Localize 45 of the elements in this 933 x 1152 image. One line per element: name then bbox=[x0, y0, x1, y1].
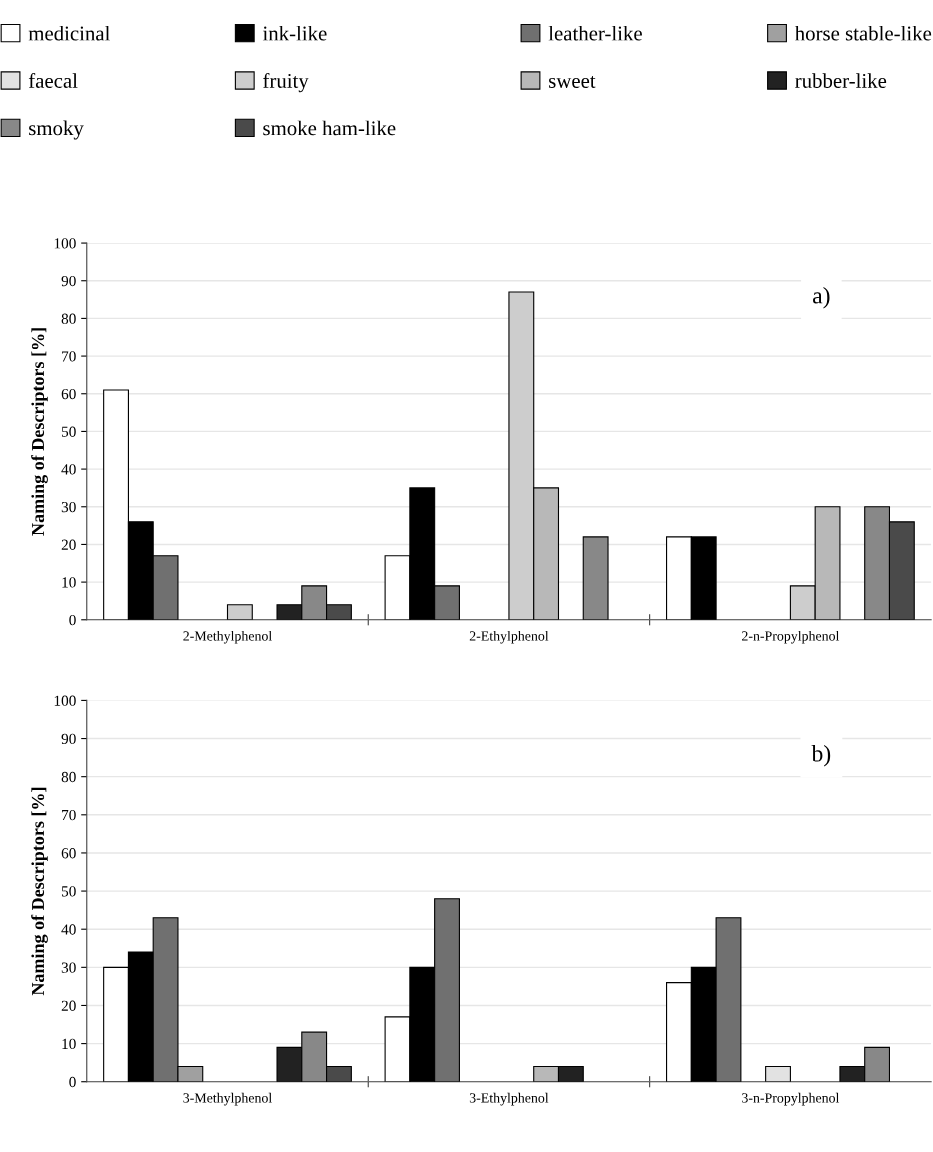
y-tick-label: 30 bbox=[61, 501, 76, 513]
y-tick-label: 70 bbox=[62, 809, 76, 821]
y-tick-label: 40 bbox=[61, 924, 76, 935]
bar bbox=[226, 604, 253, 620]
legend-label: horse stable-like bbox=[794, 25, 932, 41]
legend-label: faecal bbox=[28, 73, 78, 88]
y-tick-label: 20 bbox=[61, 1000, 76, 1011]
x-tick-label: 3-n-Propylphenol bbox=[742, 1092, 840, 1106]
x-tick-label: 3-Methylphenol bbox=[183, 1092, 272, 1106]
y-tick-label: 100 bbox=[54, 238, 76, 249]
y-tick-label: 70 bbox=[62, 351, 76, 362]
legend-label: smoky bbox=[29, 120, 84, 140]
legend-label: rubber-like bbox=[795, 73, 887, 88]
bar bbox=[765, 1065, 791, 1082]
y-tick-label: 60 bbox=[61, 388, 76, 400]
y-tick-label: 30 bbox=[61, 962, 76, 973]
legend-label: medicinal bbox=[28, 25, 110, 41]
y-axis-title: Naming of Descriptors [%] bbox=[31, 787, 48, 996]
annotation: b) bbox=[811, 745, 831, 767]
y-tick-label: 40 bbox=[61, 464, 76, 475]
legend-label: ink-like bbox=[262, 25, 327, 41]
y-tick-label: 50 bbox=[61, 886, 76, 897]
y-tick-label: 80 bbox=[61, 771, 76, 783]
x-tick-label: 2-Methylphenol bbox=[183, 630, 272, 644]
y-tick-label: 0 bbox=[69, 614, 76, 626]
legend-label: fruity bbox=[263, 73, 309, 93]
x-tick-label: 2-n-Propylphenol bbox=[742, 630, 840, 644]
legend-label: leather-like bbox=[548, 25, 642, 41]
y-tick-label: 90 bbox=[61, 275, 76, 287]
y-tick-label: 20 bbox=[61, 539, 76, 550]
y-tick-label: 80 bbox=[61, 313, 76, 324]
y-tick-label: 10 bbox=[62, 577, 76, 588]
y-tick-label: 10 bbox=[62, 1038, 76, 1050]
y-tick-label: 90 bbox=[61, 733, 76, 744]
legend-label: sweet bbox=[549, 75, 596, 88]
y-axis-title: Naming of Descriptors [%] bbox=[31, 328, 48, 536]
y-tick-label: 50 bbox=[61, 426, 76, 437]
x-tick-label: 3-Ethylphenol bbox=[469, 1092, 549, 1106]
legend-label: smoke ham-like bbox=[263, 120, 396, 136]
annotation: a) bbox=[813, 286, 830, 309]
y-tick-label: 100 bbox=[54, 695, 76, 706]
y-tick-label: 0 bbox=[69, 1076, 76, 1088]
bar bbox=[582, 536, 609, 620]
x-tick-label: 2-Ethylphenol bbox=[469, 630, 549, 644]
y-tick-label: 60 bbox=[61, 848, 76, 859]
